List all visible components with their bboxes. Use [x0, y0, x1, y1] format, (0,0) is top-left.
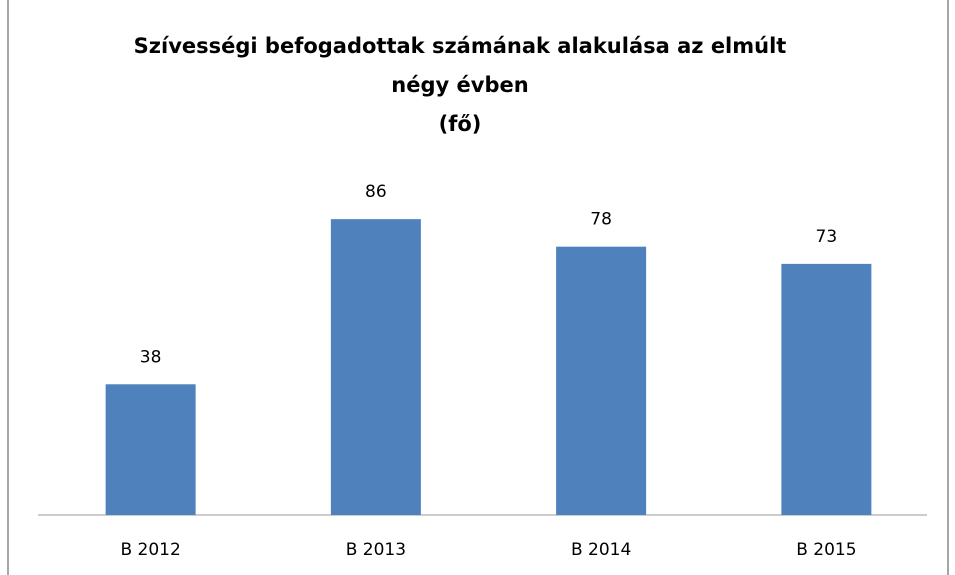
chart-title: (fő): [439, 112, 482, 136]
data-label: 38: [140, 347, 162, 367]
x-tick-label: B 2013: [346, 540, 406, 560]
bar: [105, 384, 196, 515]
data-label: 73: [816, 227, 838, 247]
x-tick-label: B 2014: [571, 540, 631, 560]
data-label: 78: [590, 210, 612, 230]
bar: [781, 263, 872, 515]
data-label: 86: [365, 182, 387, 202]
bar: [330, 219, 421, 515]
bar: [556, 246, 647, 515]
chart-title: négy évben: [391, 73, 528, 97]
x-tick-label: B 2015: [796, 540, 856, 560]
x-tick-label: B 2012: [120, 540, 180, 560]
chart-title: Szívességi befogadottak számának alakulá…: [134, 34, 787, 58]
